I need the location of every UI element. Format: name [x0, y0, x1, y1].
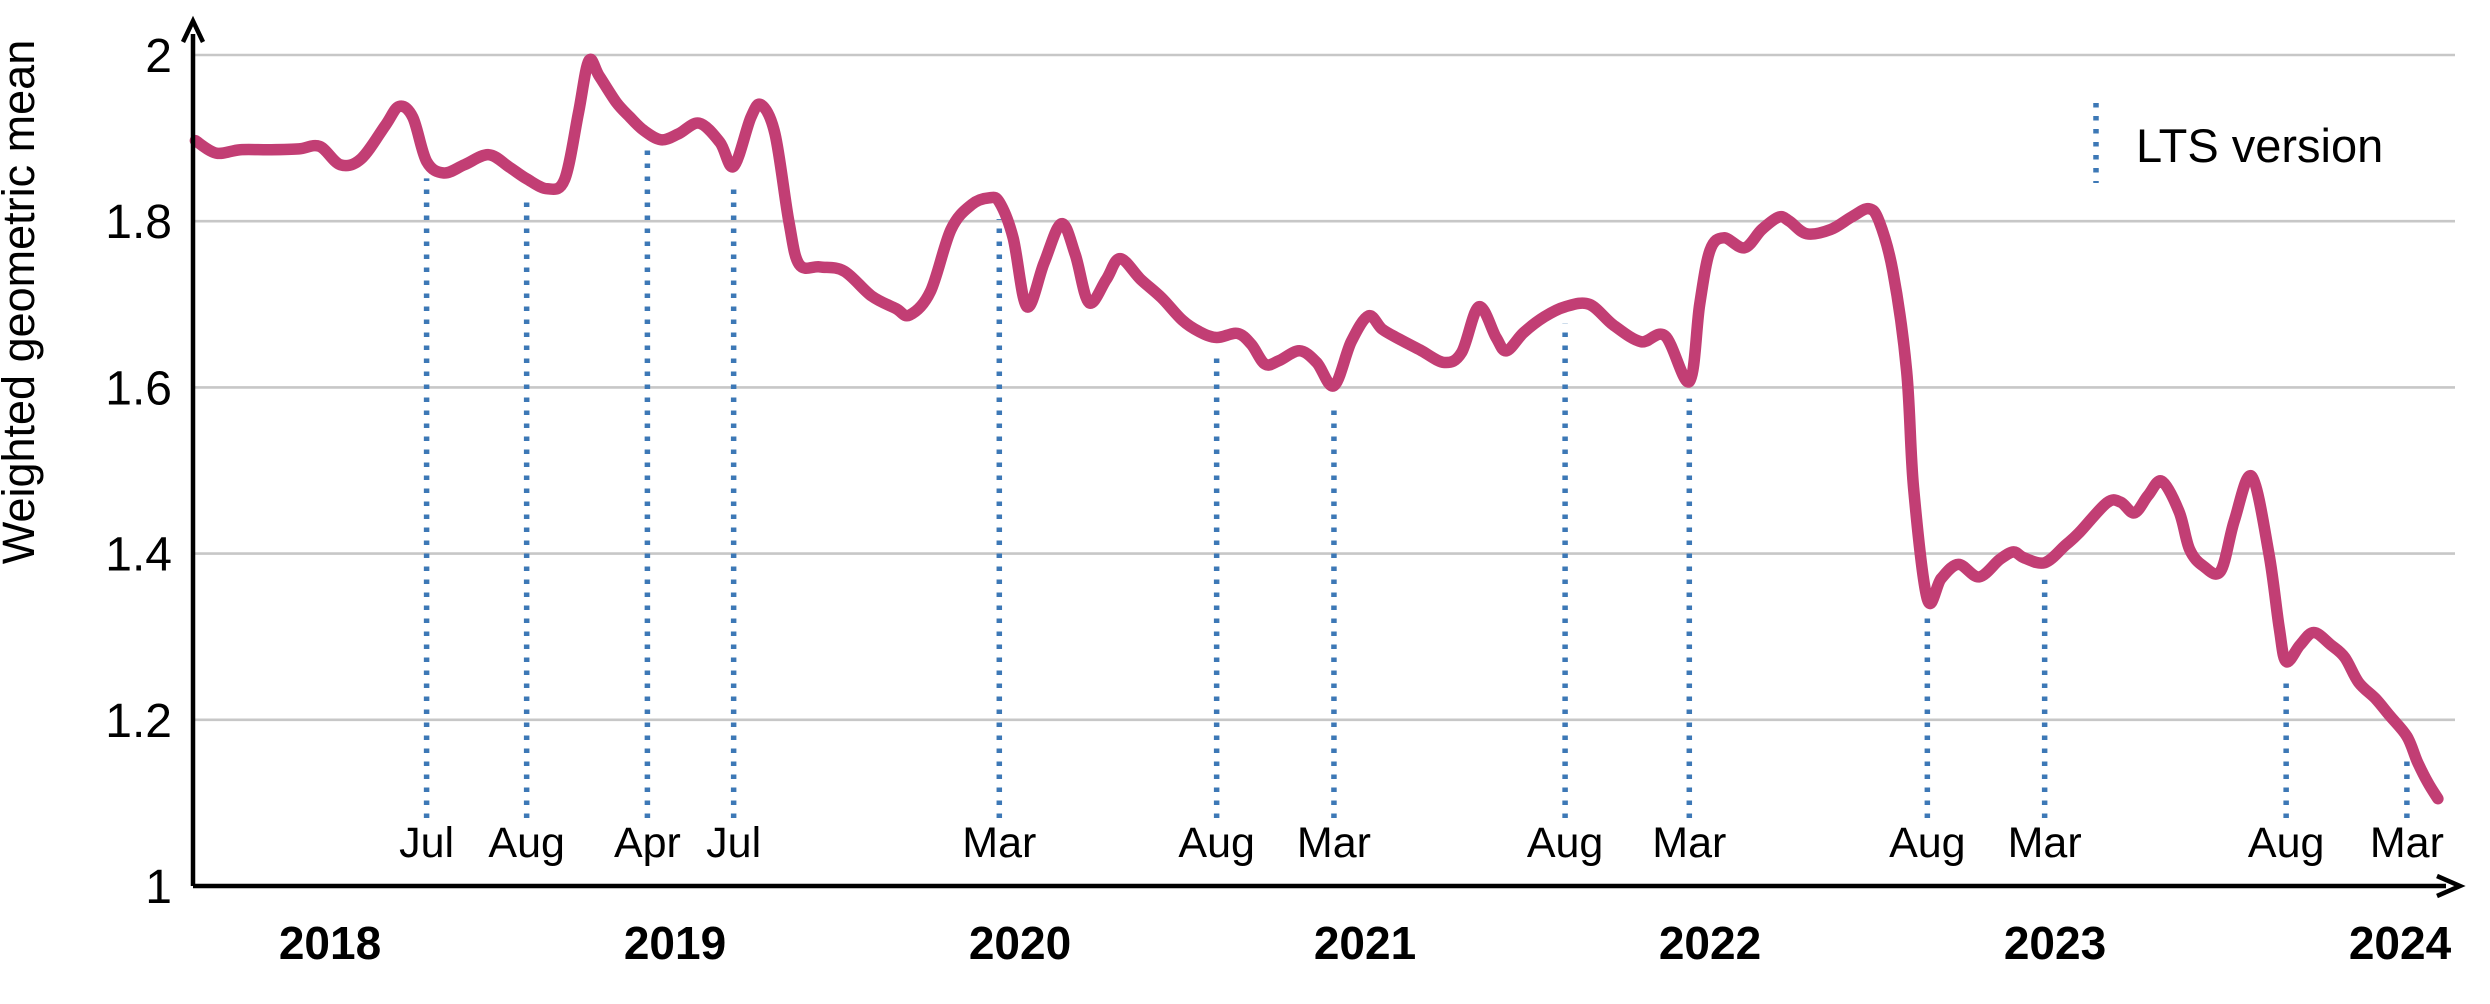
lts-month-label: Jul [399, 819, 454, 867]
lts-month-label: Apr [614, 819, 681, 867]
lts-month-label: Aug [1527, 819, 1604, 867]
year-label: 2022 [1659, 917, 1761, 969]
year-label: 2023 [2004, 917, 2106, 969]
lts-marker-lines [423, 147, 2410, 818]
year-label: 2024 [2349, 917, 2452, 969]
lts-month-labels: Jul Aug Apr Jul Mar Aug Mar Aug Mar Aug Mar Aug Mar [399, 819, 2444, 867]
y-tick-label: 1.6 [105, 362, 172, 415]
lts-month-label: Mar [962, 819, 1036, 867]
trend-line [189, 53, 2444, 805]
y-tick-label: 1.4 [105, 529, 172, 582]
lts-month-label: Aug [2248, 819, 2325, 867]
lts-month-label: Jul [706, 819, 761, 867]
axes [180, 15, 2466, 899]
lts-month-label: Aug [488, 819, 565, 867]
x-axis-arrow [2436, 873, 2466, 899]
y-axis-arrow [180, 15, 206, 43]
legend: LTS version [2093, 103, 2383, 183]
lts-month-label: Mar [2370, 819, 2444, 867]
y-axis-title: Weighted geometric mean [0, 40, 44, 564]
y-tick-labels: 2 1.8 1.6 1.4 1.2 1 [105, 30, 172, 914]
year-labels: 2018 2019 2020 2021 2022 2023 2024 [279, 917, 2452, 969]
lts-month-label: Aug [1178, 819, 1255, 867]
y-tick-label: 1 [145, 861, 172, 914]
trend-line-group [189, 53, 2444, 805]
year-label: 2020 [969, 917, 1071, 969]
lts-month-label: Mar [1652, 819, 1726, 867]
year-label: 2019 [624, 917, 726, 969]
gridlines [193, 53, 2455, 722]
y-tick-label: 1.2 [105, 695, 172, 748]
lts-month-label: Aug [1889, 819, 1966, 867]
year-label: 2021 [1314, 917, 1416, 969]
lts-month-label: Mar [2008, 819, 2082, 867]
lts-month-label: Mar [1297, 819, 1371, 867]
y-tick-label: 2 [145, 30, 172, 83]
year-label: 2018 [279, 917, 381, 969]
y-tick-label: 1.8 [105, 196, 172, 249]
legend-label: LTS version [2136, 119, 2383, 172]
